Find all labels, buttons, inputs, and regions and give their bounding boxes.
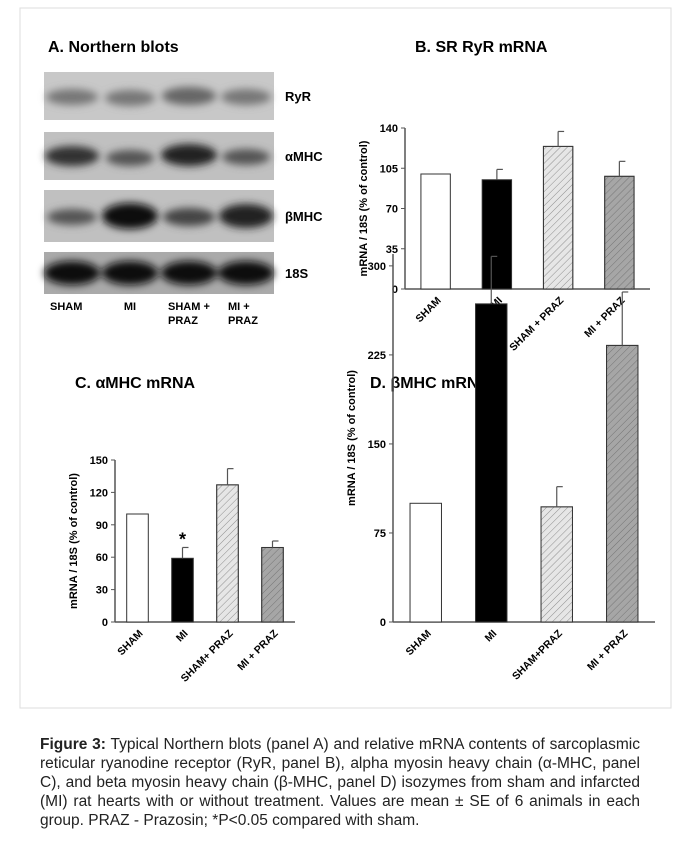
bar-hatch [217, 485, 239, 622]
caption-text: Typical Northern blots (panel A) and rel… [40, 736, 640, 829]
y-tick-label: 225 [368, 350, 386, 362]
x-tick-label: SHAM [404, 627, 435, 658]
blot-title: A. Northern blots [48, 39, 179, 56]
y-axis-label: mRNA / 18S (% of control) [68, 473, 80, 609]
bar [172, 558, 194, 622]
blot-lane-label: SHAM +PRAZ [168, 301, 210, 327]
y-tick-label: 60 [96, 552, 108, 564]
y-axis-label: mRNA / 18S (% of control) [346, 370, 358, 506]
y-tick-label: 30 [96, 585, 108, 597]
bar-hatch [541, 507, 572, 622]
y-tick-label: 70 [386, 204, 398, 216]
y-tick-label: 0 [380, 617, 386, 629]
bar [482, 180, 511, 289]
y-tick-label: 140 [380, 123, 398, 135]
y-tick-label: 75 [374, 528, 386, 540]
x-tick-label: MI + PRAZ [235, 627, 281, 673]
x-tick-label: MI + PRAZ [582, 294, 628, 340]
y-tick-label: 300 [368, 261, 386, 273]
blot-row-label: RyR [285, 89, 312, 104]
x-tick-label: MI [174, 628, 191, 645]
bar [421, 174, 450, 289]
bar-hatch [543, 146, 572, 289]
annotation: * [179, 529, 186, 549]
blot-lane-label: SHAM [50, 301, 82, 313]
chart-title: C. αMHC mRNA [75, 375, 196, 392]
chart-title: D. βMHC mRNA [370, 375, 490, 392]
blot-row-label: 18S [285, 266, 308, 281]
annotation: * [488, 238, 495, 258]
y-axis-label: mRNA / 18S (% of control) [358, 140, 370, 276]
bar-hatch [607, 345, 638, 622]
y-tick-label: 105 [380, 163, 398, 175]
page: A. Northern blots RyR αMHC βMHC 18S SHAM… [0, 0, 677, 860]
blot-lane-label: MI +PRAZ [228, 301, 258, 327]
y-tick-label: 150 [90, 455, 108, 467]
bar-hatch [605, 176, 634, 289]
bar [476, 304, 507, 622]
blot-row-label: αMHC [285, 149, 323, 164]
chart: C. αMHC mRNA mRNA / 18S (% of control) 0 30… [68, 375, 295, 685]
y-tick-label: 35 [386, 244, 398, 256]
blot-lane-label: MI [124, 301, 136, 313]
x-tick-label: SHAM [115, 627, 146, 658]
blot-strips [44, 72, 274, 294]
chart-title: B. SR RyR mRNA [415, 39, 548, 56]
x-tick-label: SHAM [413, 294, 444, 325]
y-tick-label: 90 [96, 520, 108, 532]
x-tick-label: SHAM + PRAZ [507, 294, 566, 353]
bar-hatch [262, 547, 284, 622]
x-tick-label: SHAM+PRAZ [510, 627, 565, 682]
figure: A. Northern blots RyR αMHC βMHC 18S SHAM… [0, 0, 677, 860]
bar [127, 514, 149, 622]
caption: Figure 3: Typical Northern blots (panel … [40, 735, 640, 830]
x-tick-label: MI [483, 628, 500, 645]
x-tick-label: MI + PRAZ [585, 627, 631, 673]
y-tick-label: 120 [90, 487, 108, 499]
caption-label: Figure 3: [40, 736, 106, 753]
y-tick-label: 150 [368, 439, 386, 451]
blot-row-label: βMHC [285, 209, 323, 224]
bar [410, 503, 441, 622]
y-tick-label: 0 [102, 617, 108, 629]
